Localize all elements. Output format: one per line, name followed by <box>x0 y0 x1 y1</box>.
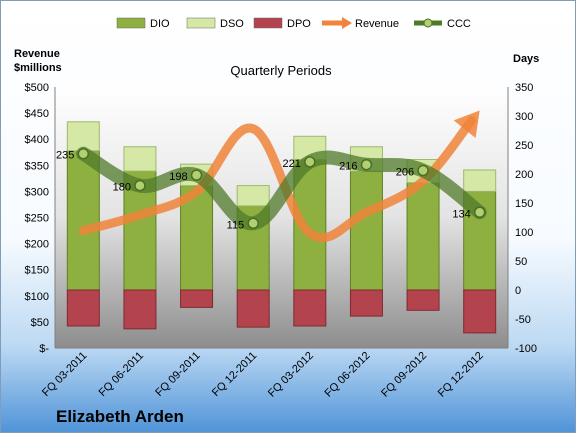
legend-label: Revenue <box>355 18 399 30</box>
dpo-bar <box>463 289 497 334</box>
dio-bar <box>349 170 383 291</box>
revenue-line <box>78 116 477 243</box>
y-left-tick-label: $250 <box>25 213 49 225</box>
legend-swatch <box>186 17 216 29</box>
legend-label: CCC <box>447 18 471 30</box>
legend-label: DIO <box>150 18 170 30</box>
y-left-tick-label: $- <box>39 343 49 355</box>
y-right-axis-label: Days <box>513 53 539 65</box>
ccc-point <box>304 156 316 168</box>
y-right-tick-label: 150 <box>515 198 533 210</box>
dpo-bar <box>349 289 383 317</box>
legend-swatch-dot <box>423 18 433 28</box>
dso-bar <box>123 146 157 172</box>
y-right-tick-label: 0 <box>515 285 521 297</box>
y-left-tick-label: $200 <box>25 239 49 251</box>
y-right-tick-label: -100 <box>515 343 537 355</box>
y-right-tick-label: 300 <box>515 111 533 123</box>
y-right-tick-labels: -100 -50 0 50 100 150 200 250 300 350 <box>515 82 537 355</box>
revenue-arrowhead <box>453 110 480 138</box>
ccc-point <box>360 158 373 171</box>
dio-bar <box>406 182 440 291</box>
ccc-point <box>77 147 90 160</box>
y-right-tick-label: 100 <box>515 227 533 239</box>
ccc-data-label: 180 <box>113 182 131 194</box>
y-left-tick-label: $300 <box>25 186 49 198</box>
legend-swatch <box>253 17 283 29</box>
y-left-tick-label: $400 <box>25 134 49 146</box>
ccc-point <box>247 217 259 230</box>
dpo-bar <box>293 289 327 327</box>
ccc-data-label: 216 <box>339 161 357 173</box>
dso-bar <box>236 185 270 207</box>
ccc-point <box>417 164 429 177</box>
ccc-point <box>134 179 146 192</box>
legend: DIO DSO DPO Revenue CCC <box>116 17 471 30</box>
dpo-bar <box>66 289 100 327</box>
y-right-tick-label: 50 <box>515 256 527 268</box>
ccc-data-label: 115 <box>227 219 245 231</box>
ccc-data-label: 221 <box>282 158 300 170</box>
dso-bar <box>463 169 497 192</box>
y-right-tick-label: 350 <box>515 82 533 94</box>
dpo-bar <box>236 289 270 328</box>
y-left-tick-label: $450 <box>25 108 49 120</box>
legend-label: DPO <box>287 18 311 30</box>
legend-swatch-arrowhead <box>342 17 352 29</box>
y-left-axis-label-line2: $millions <box>14 62 62 74</box>
y-left-tick-label: $50 <box>31 317 49 329</box>
dpo-bar <box>180 289 214 308</box>
axes <box>54 87 509 349</box>
dpo-bar <box>406 289 440 311</box>
chart-title: Quarterly Periods <box>230 63 332 78</box>
ccc-point <box>473 206 486 219</box>
legend-swatch <box>116 17 146 29</box>
ccc-data-label: 134 <box>452 208 470 220</box>
ccc-data-label: 235 <box>56 150 74 162</box>
dso-bar <box>66 121 100 152</box>
ccc-data-label: 206 <box>396 167 414 179</box>
ccc-point <box>190 169 203 181</box>
y-left-tick-label: $500 <box>25 82 49 94</box>
dpo-bar <box>123 289 157 330</box>
y-left-tick-label: $350 <box>25 160 49 172</box>
y-left-axis-label-line1: Revenue <box>14 48 60 60</box>
legend-label: DSO <box>220 18 244 30</box>
y-right-tick-label: 250 <box>515 140 533 152</box>
line-series: 235 180 198 115 221 216 206 134 <box>56 110 487 243</box>
dio-bar <box>66 150 100 291</box>
ccc-data-label: 198 <box>169 171 187 183</box>
y-left-tick-label: $150 <box>25 265 49 277</box>
y-right-tick-label: -50 <box>515 314 531 326</box>
y-left-tick-label: $100 <box>25 291 49 303</box>
company-name: Elizabeth Arden <box>56 407 184 426</box>
y-right-tick-label: 200 <box>515 169 533 181</box>
y-left-tick-labels: $- $50 $100 $150 $200 $250 $300 $350 $400 $450 $50… <box>25 82 50 355</box>
